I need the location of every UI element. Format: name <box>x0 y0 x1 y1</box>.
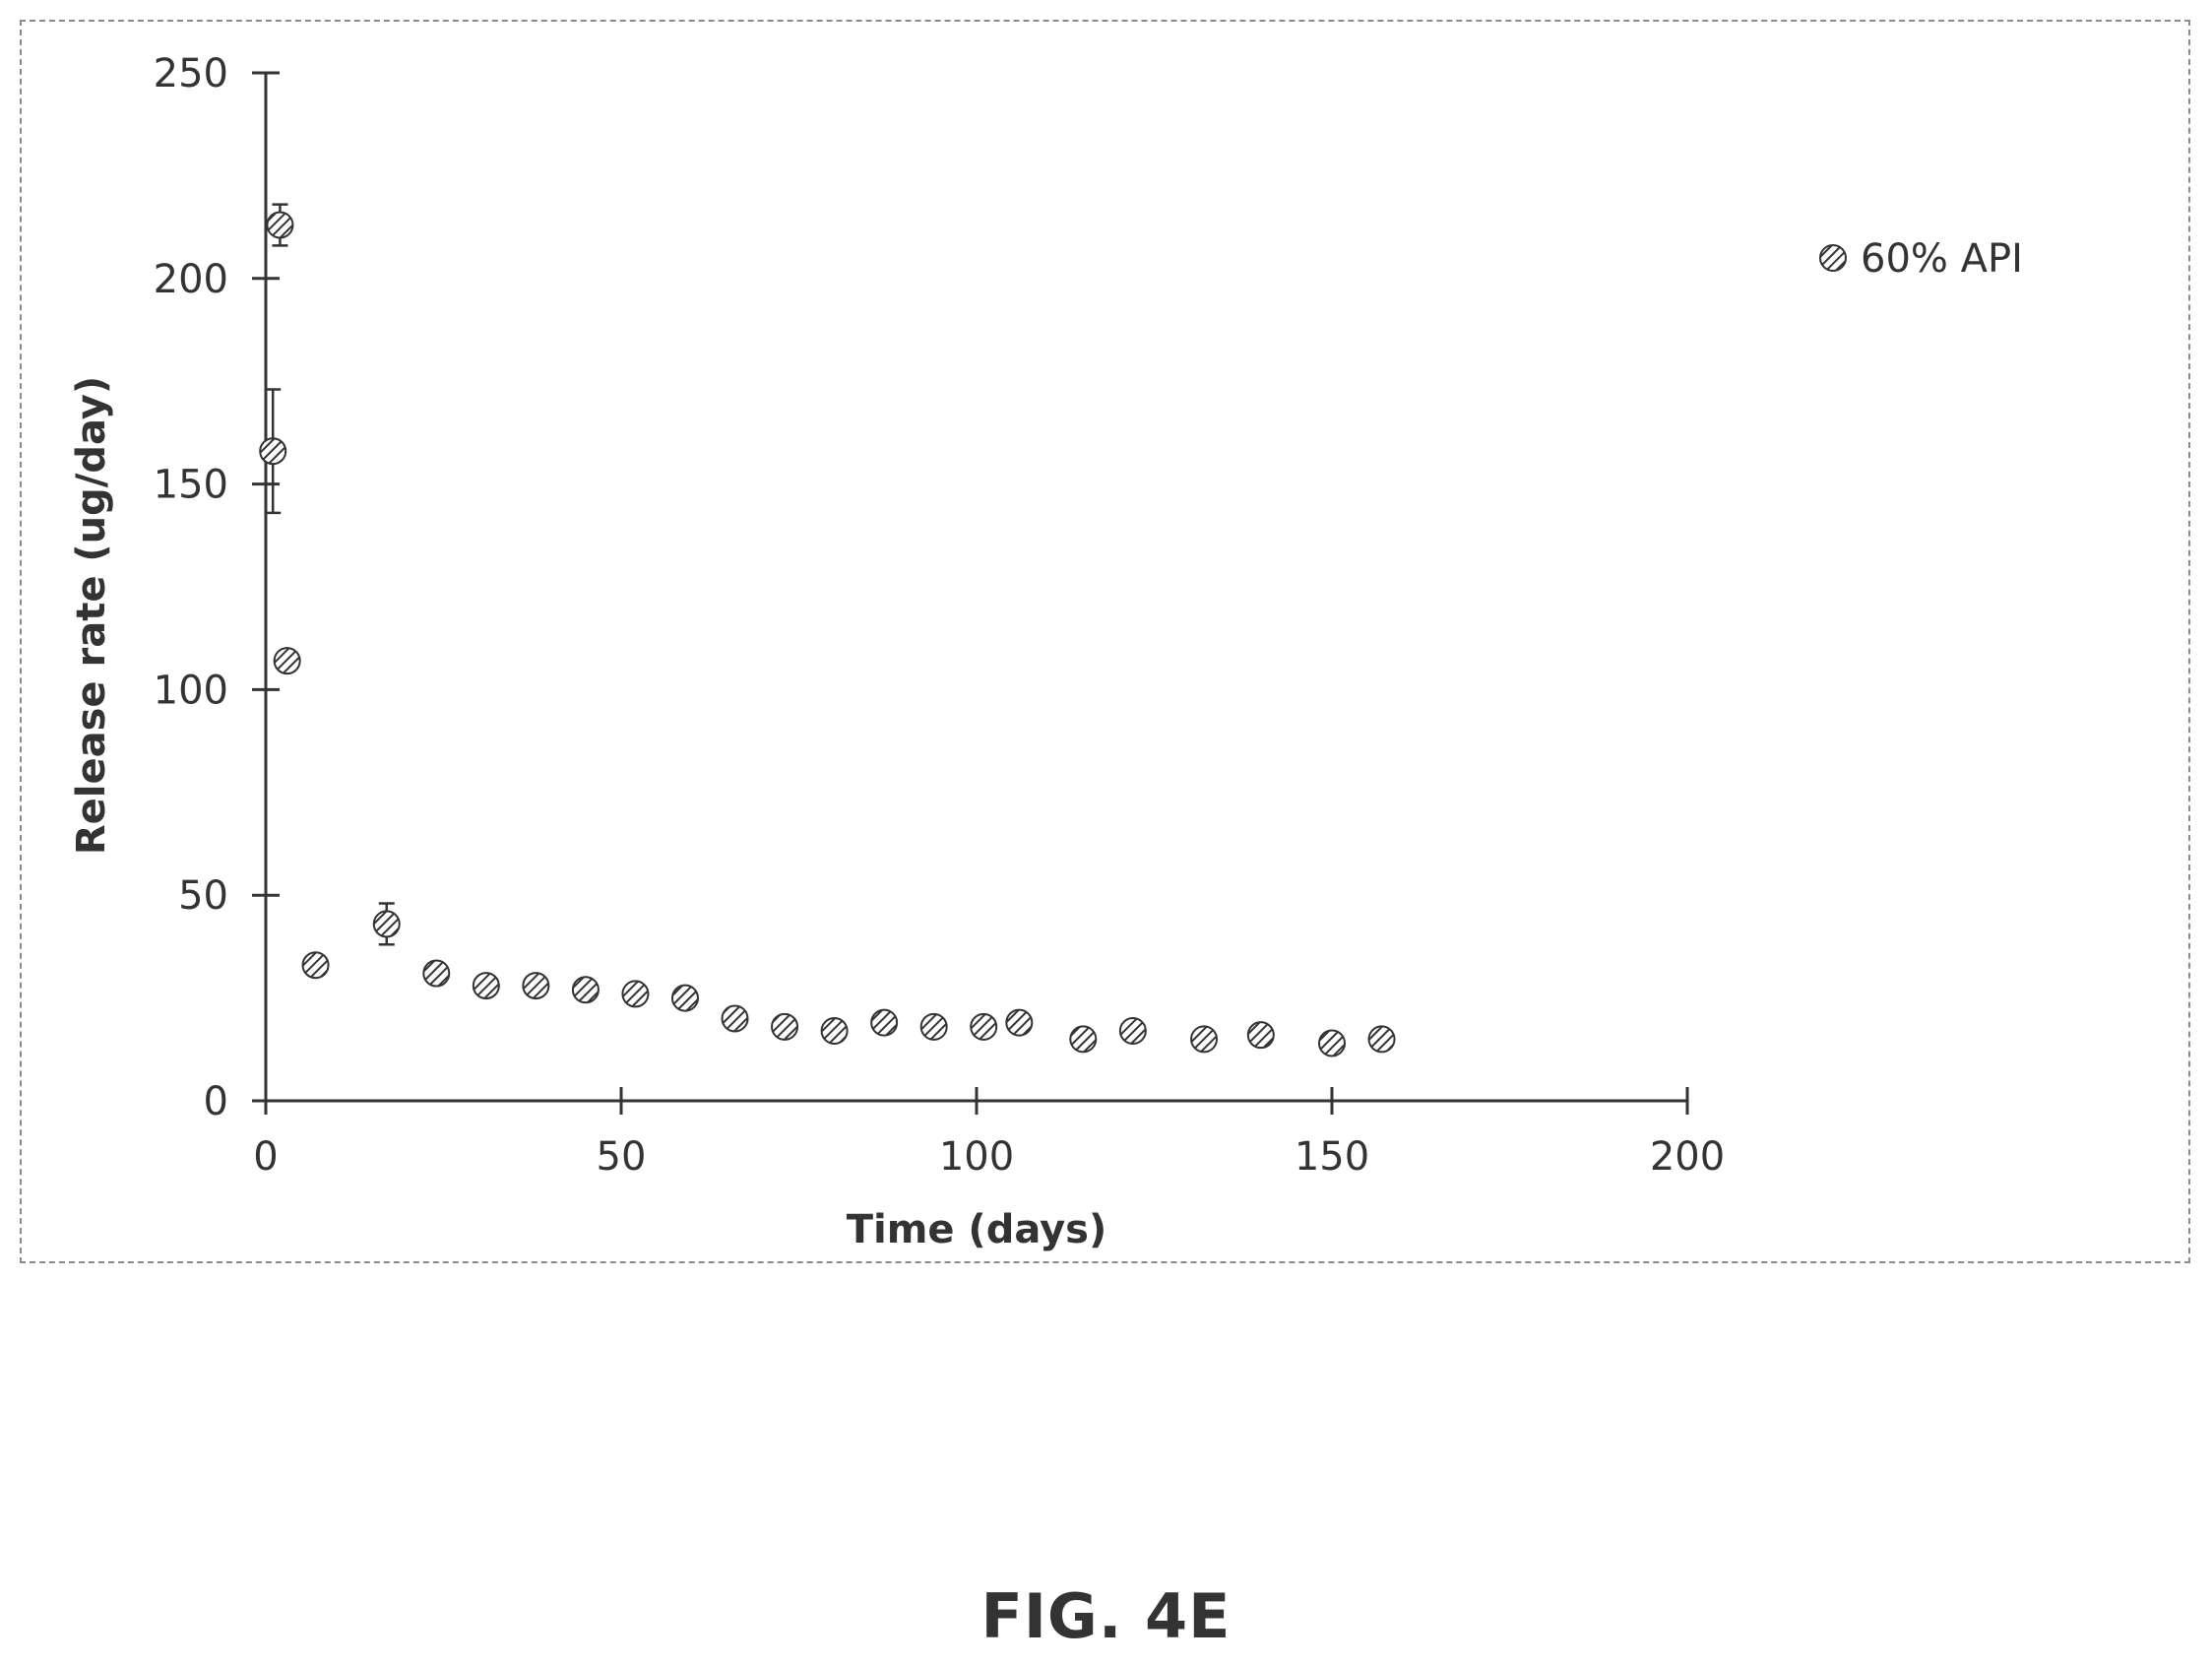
data-point <box>259 437 287 466</box>
data-point <box>301 951 330 980</box>
data-point <box>721 1004 749 1033</box>
x-tick-label: 150 <box>1295 1134 1369 1180</box>
error-bars <box>265 203 395 946</box>
data-point <box>870 1008 899 1037</box>
data-point <box>372 910 401 938</box>
data-point <box>273 647 301 675</box>
legend-label: 60% API <box>1861 236 2023 282</box>
axes <box>252 71 1689 1115</box>
y-tick-label: 150 <box>154 463 228 508</box>
data-point <box>1318 1029 1346 1057</box>
tick-labels: 0 50 100 150 200 250 0 50 100 150 200 <box>154 51 1726 1180</box>
figure-caption: FIG. 4E <box>980 1580 1232 1652</box>
data-point <box>1118 1017 1147 1046</box>
data-point <box>1246 1021 1275 1050</box>
x-tick-label: 50 <box>597 1134 647 1180</box>
data-point <box>1069 1025 1098 1054</box>
data-point <box>621 980 650 1008</box>
y-tick-label: 250 <box>154 51 228 96</box>
legend-marker <box>1819 244 1847 272</box>
data-point <box>1005 1008 1034 1037</box>
y-tick-label: 0 <box>204 1079 228 1124</box>
data-point <box>1367 1025 1396 1054</box>
data-point <box>820 1017 849 1046</box>
data-point <box>472 972 500 1000</box>
y-axis-label: Release rate (ug/day) <box>69 376 114 855</box>
y-tick-label: 200 <box>154 257 228 302</box>
legend: 60% API <box>1819 236 2023 282</box>
x-tick-label: 100 <box>939 1134 1014 1180</box>
data-point <box>522 972 550 1000</box>
data-point <box>670 984 699 1012</box>
x-axis-label: Time (days) <box>847 1207 1107 1252</box>
chart-frame <box>20 20 2190 1263</box>
data-point <box>1190 1025 1219 1054</box>
release-rate-scatter-chart: 0 50 100 150 200 250 0 50 100 150 200 Time (days) … <box>69 51 2023 1252</box>
data-point <box>422 959 451 988</box>
data-point <box>571 976 600 1004</box>
data-points <box>259 211 1396 1057</box>
x-tick-label: 0 <box>253 1134 278 1180</box>
data-point <box>919 1012 948 1041</box>
y-tick-label: 50 <box>178 873 228 919</box>
data-point <box>970 1012 998 1041</box>
axis-labels: Time (days) Release rate (ug/day) <box>69 376 1106 1252</box>
x-tick-label: 200 <box>1650 1134 1725 1180</box>
data-point <box>266 211 294 239</box>
y-tick-label: 100 <box>154 668 228 713</box>
data-point <box>771 1012 799 1041</box>
